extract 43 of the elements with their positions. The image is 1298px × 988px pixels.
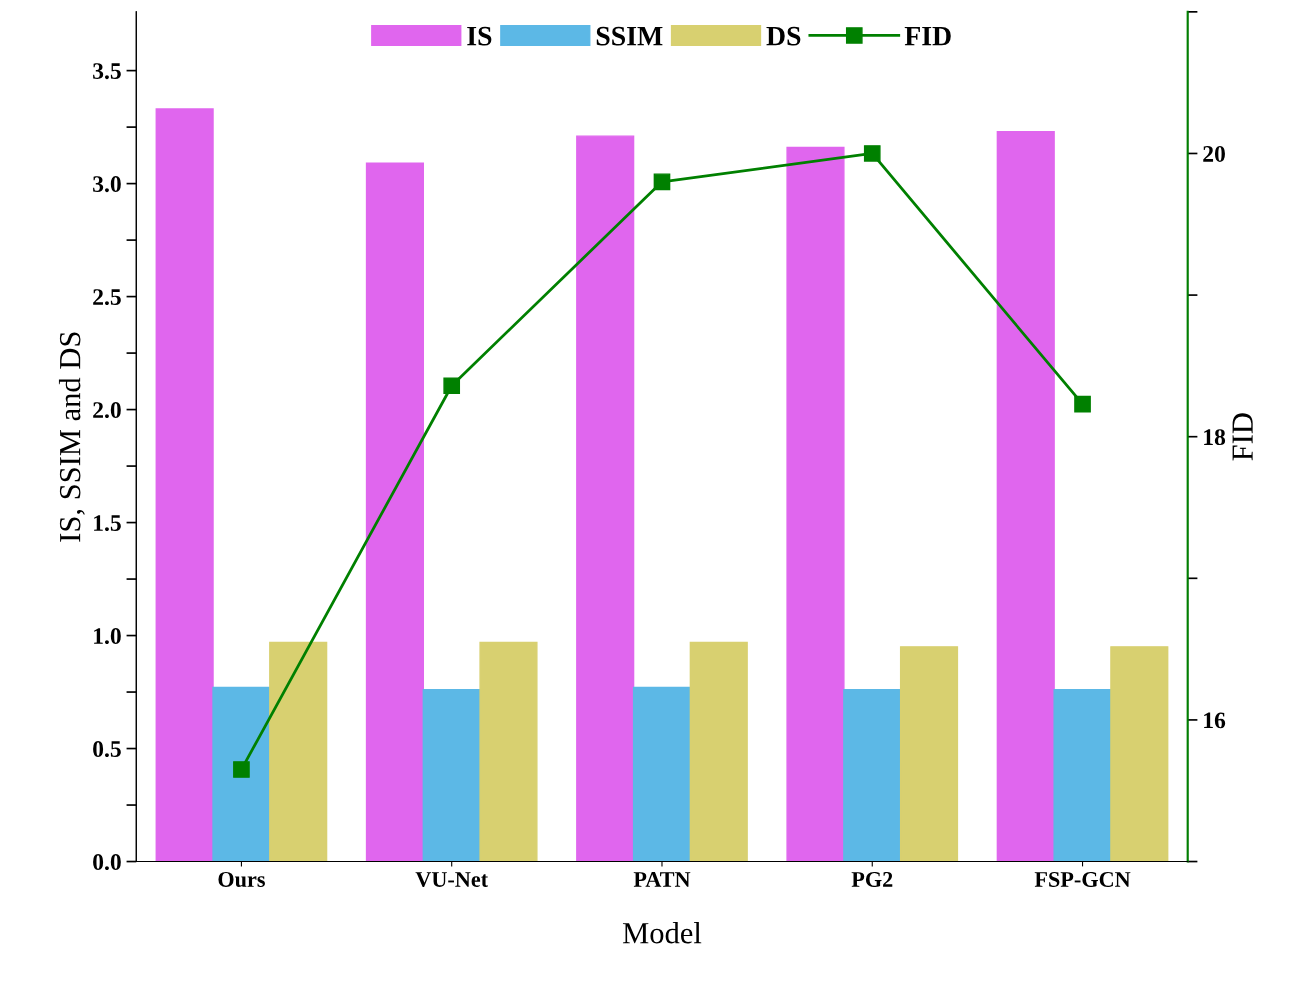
- bar: [1053, 689, 1112, 862]
- bar: [786, 146, 845, 862]
- x-tick-label: VU-Net: [415, 872, 489, 888]
- bar: [365, 162, 425, 862]
- point: [1074, 395, 1091, 413]
- legend-label: IS: [467, 26, 492, 46]
- legend-label: DS: [766, 26, 801, 46]
- y2-tick-label: 16: [1204, 712, 1226, 729]
- bar: [632, 686, 692, 862]
- y2-tick-label: 20: [1203, 145, 1225, 162]
- x-tick-label: PATN: [633, 872, 691, 887]
- point: [863, 145, 881, 162]
- bar: [689, 641, 748, 862]
- legend-label: SSIM: [596, 26, 663, 46]
- bar: [996, 130, 1055, 862]
- y2-axis-title: FID: [1232, 413, 1253, 461]
- x-tick-label: Ours: [218, 871, 265, 887]
- bar: [576, 135, 635, 862]
- y-axis-title: IS, SSIM and DS: [58, 332, 85, 542]
- legend-label: FID: [904, 27, 951, 46]
- x-tick-label: PG2: [851, 871, 893, 887]
- y-tick-label: 0.5: [93, 741, 121, 758]
- y2-tick-label: 18: [1204, 429, 1226, 446]
- point: [443, 377, 461, 395]
- y-tick-label: 2.0: [93, 402, 121, 419]
- y-tick-label: 0.0: [93, 854, 121, 871]
- y-tick-label: 2.5: [93, 289, 121, 306]
- point: [233, 761, 250, 778]
- point: [653, 173, 671, 191]
- x-axis-title: Model: [622, 921, 702, 944]
- y-tick-label: 1.0: [94, 628, 121, 645]
- y-tick-label: 3.0: [93, 176, 121, 193]
- y-tick-label: 1.5: [94, 515, 121, 532]
- bar: [155, 108, 214, 862]
- x-tick-label: FSP-GCN: [1034, 871, 1131, 887]
- bar: [422, 689, 481, 862]
- y-tick-label: 3.5: [93, 63, 121, 80]
- bar: [479, 641, 538, 862]
- bar: [269, 641, 328, 862]
- bar: [899, 646, 959, 862]
- bar: [843, 689, 902, 862]
- bar: [212, 686, 271, 862]
- bar: [1110, 646, 1169, 862]
